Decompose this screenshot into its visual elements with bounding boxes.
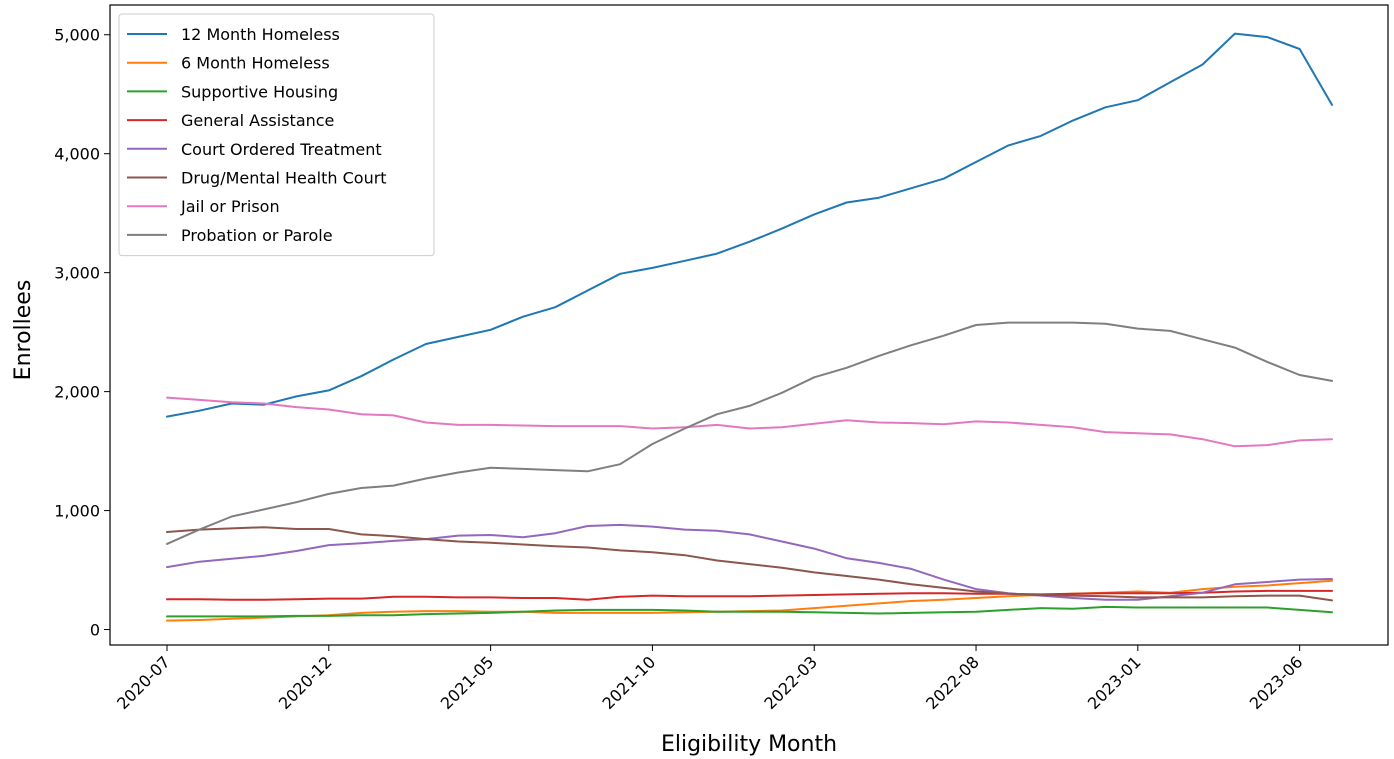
legend-label: Probation or Parole — [181, 226, 333, 245]
legend-label: 6 Month Homeless — [181, 54, 330, 73]
y-axis-title: Enrollees — [11, 280, 36, 381]
legend-label: Drug/Mental Health Court — [181, 169, 387, 188]
series-line-12-month-homeless — [166, 32, 1333, 418]
y-axis: 0 1,000 2,000 3,000 4,000 5,000 — [54, 26, 110, 640]
x-axis: 2020-07 2020-12 2021-05 2021-10 2022-03 2022-… — [113, 645, 1306, 713]
legend: 12 Month Homeless 6 Month Homeless Support… — [118, 13, 435, 257]
series-line-general-assistance — [166, 589, 1333, 601]
series-layer — [166, 32, 1333, 622]
plot-frame — [109, 4, 1389, 646]
legend-box — [118, 13, 435, 257]
x-tick-label: 2021-10 — [599, 652, 660, 713]
y-tick-label: 2,000 — [54, 383, 100, 402]
y-tick-label: 1,000 — [54, 502, 100, 521]
y-tick-label: 5,000 — [54, 26, 100, 45]
y-tick-label: 3,000 — [54, 264, 100, 283]
legend-label: 12 Month Homeless — [181, 25, 340, 44]
x-tick-label: 2021-05 — [437, 652, 498, 713]
x-tick-label: 2020-07 — [113, 652, 174, 713]
legend-label: Jail or Prison — [180, 197, 280, 216]
legend-label: Court Ordered Treatment — [181, 140, 382, 159]
y-tick-label: 0 — [90, 621, 100, 640]
series-line-jail-or-prison — [166, 396, 1333, 448]
x-axis-title: Eligibility Month — [661, 732, 837, 757]
x-tick-label: 2022-03 — [760, 652, 821, 713]
x-tick-label: 2023-01 — [1084, 652, 1145, 713]
series-line-supportive-housing — [166, 605, 1333, 618]
series-line-drug-mental-health-court — [166, 526, 1333, 602]
series-line-probation-or-parole — [166, 321, 1333, 545]
x-tick-label: 2020-12 — [275, 652, 336, 713]
series-line-court-ordered-treatment — [166, 523, 1333, 601]
legend-label: Supportive Housing — [181, 82, 338, 101]
legend-label: General Assistance — [181, 111, 334, 130]
x-tick-label: 2023-06 — [1246, 652, 1307, 713]
x-tick-label: 2022-08 — [922, 652, 983, 713]
y-tick-label: 4,000 — [54, 145, 100, 164]
